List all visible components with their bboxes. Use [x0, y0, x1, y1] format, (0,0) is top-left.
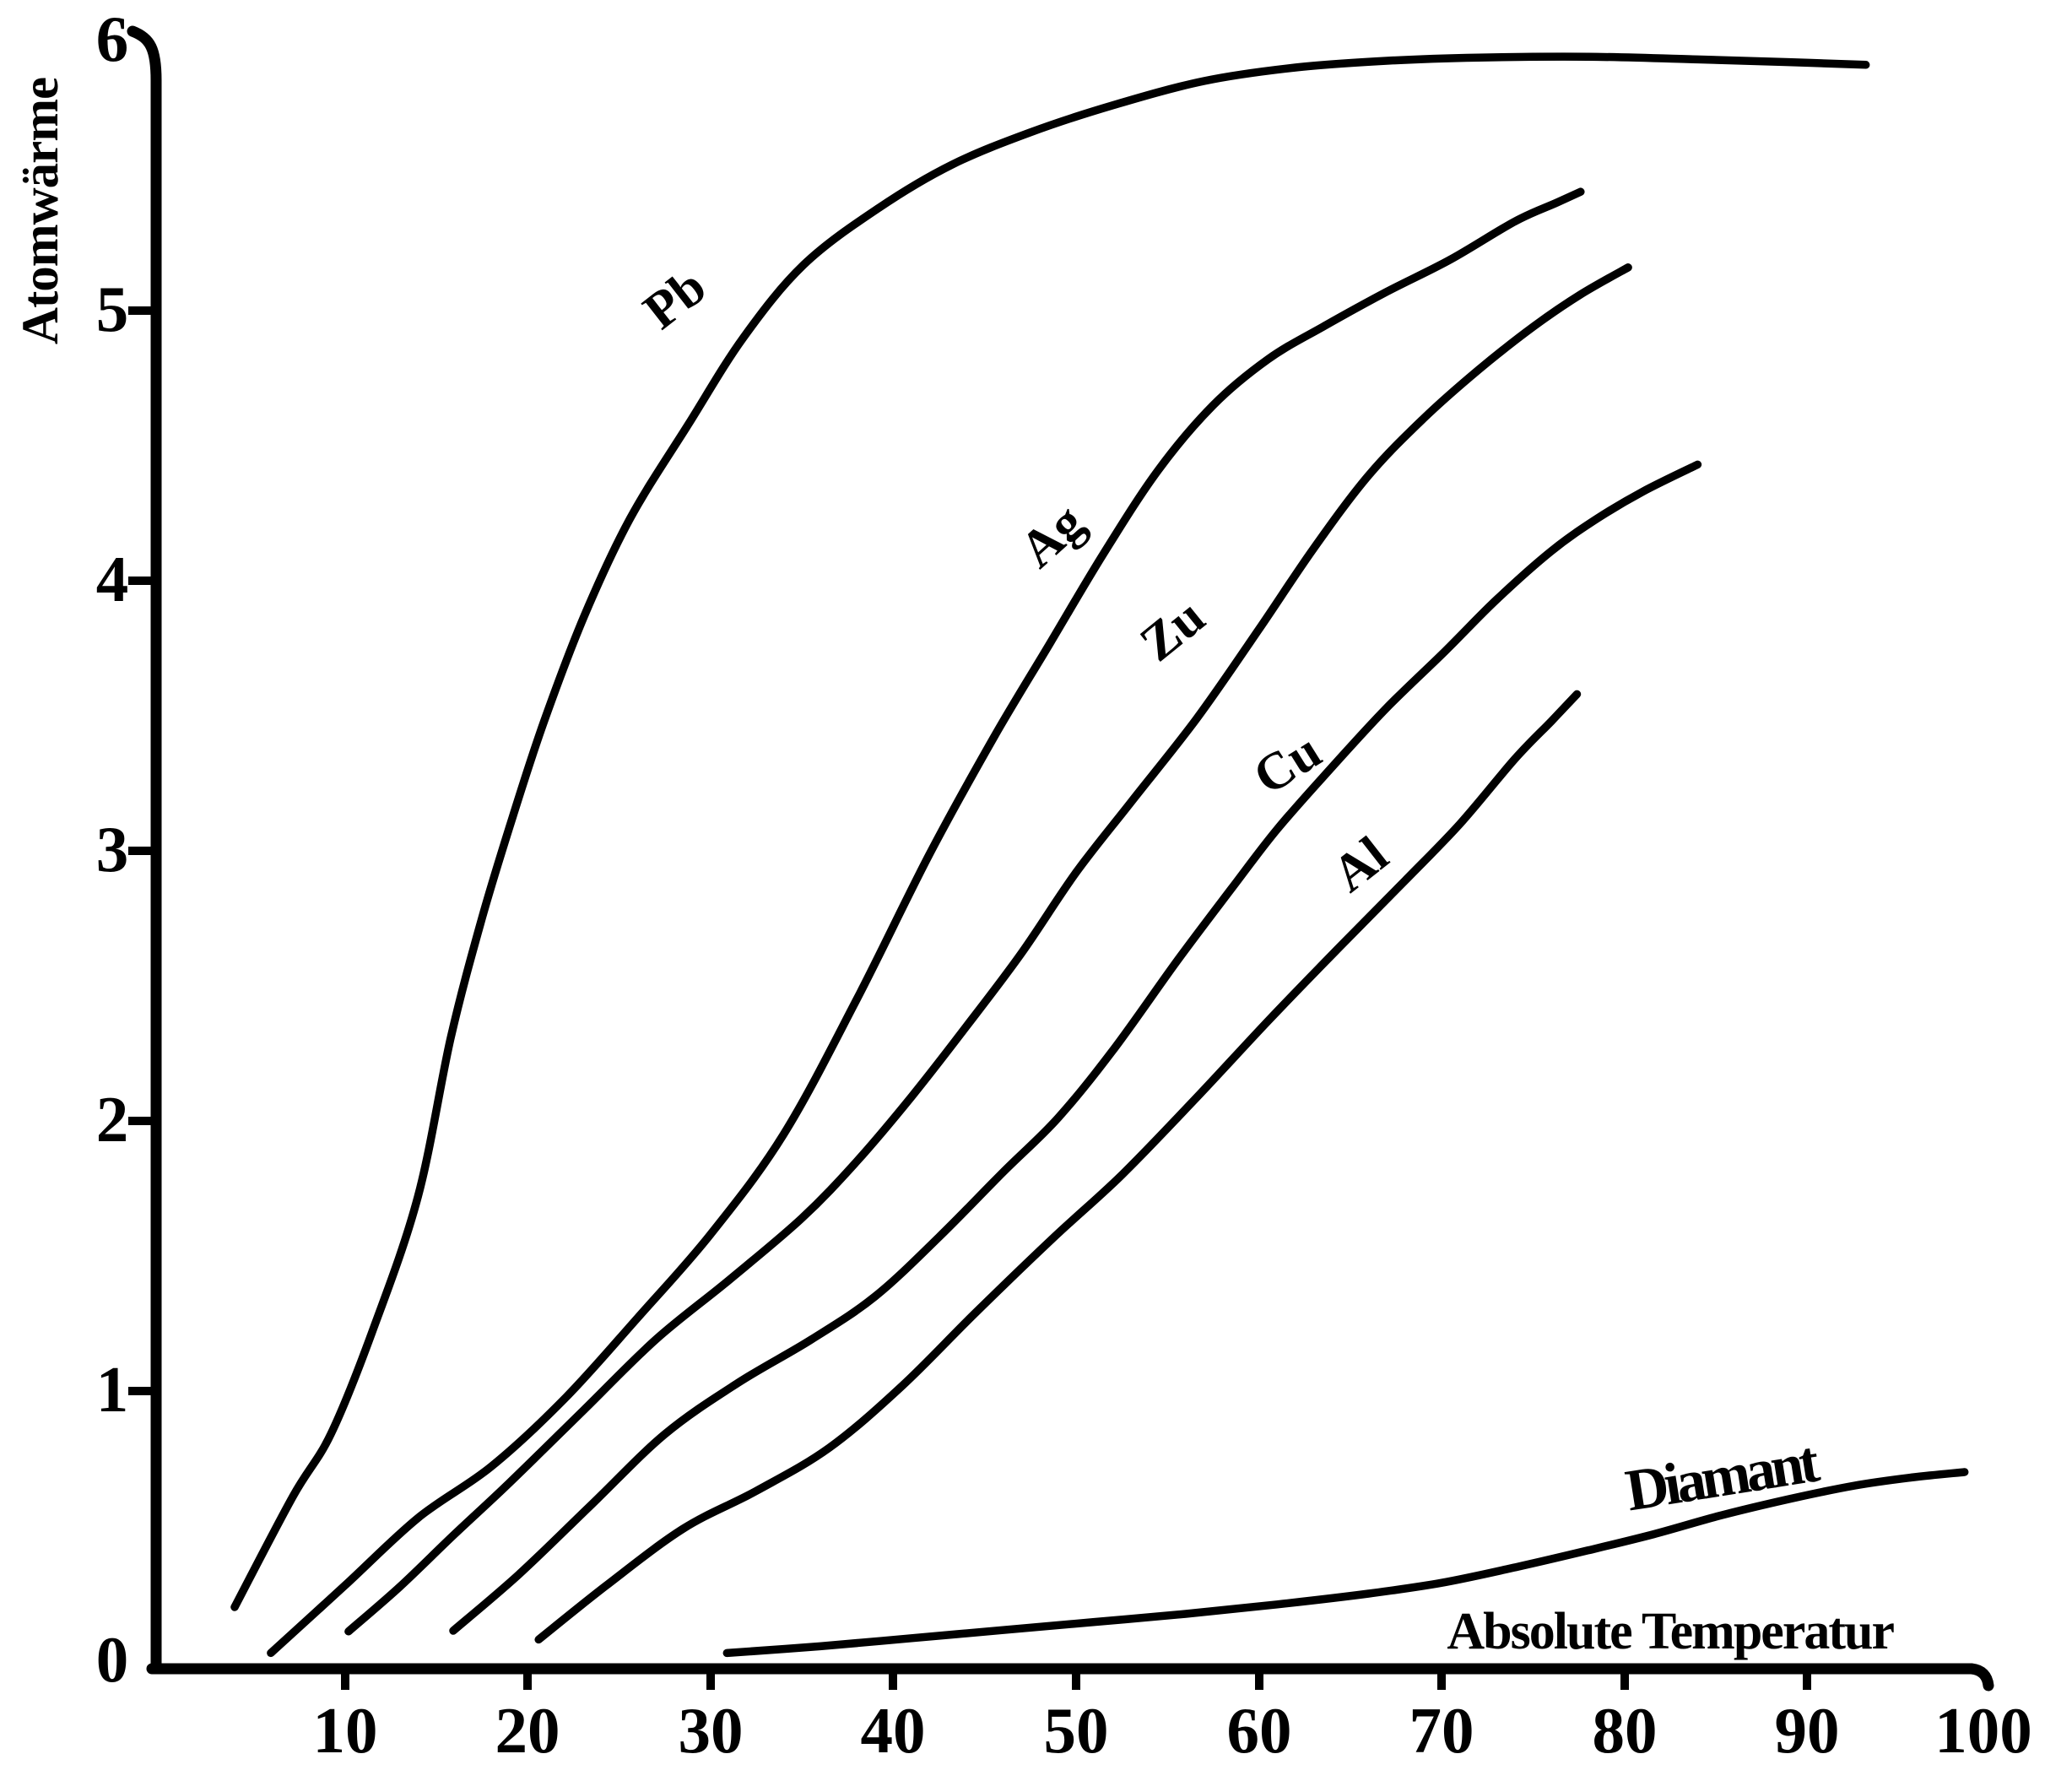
svg-text:4: 4: [96, 543, 129, 615]
svg-text:60: 60: [1227, 1694, 1292, 1767]
svg-text:Atomwärme: Atomwärme: [13, 78, 69, 344]
svg-text:80: 80: [1593, 1694, 1658, 1767]
svg-text:30: 30: [679, 1694, 744, 1767]
svg-text:40: 40: [861, 1694, 926, 1767]
svg-text:70: 70: [1409, 1694, 1474, 1767]
svg-text:90: 90: [1775, 1694, 1840, 1767]
svg-text:100: 100: [1934, 1694, 2032, 1767]
svg-text:1: 1: [96, 1353, 129, 1426]
svg-text:10: 10: [313, 1694, 378, 1767]
svg-text:2: 2: [96, 1083, 129, 1156]
svg-text:5: 5: [96, 273, 129, 345]
svg-text:6: 6: [96, 3, 129, 75]
svg-text:50: 50: [1044, 1694, 1109, 1767]
svg-text:20: 20: [495, 1694, 560, 1767]
svg-text:3: 3: [96, 813, 129, 885]
svg-text:0: 0: [96, 1623, 129, 1696]
svg-text:Absolute Temperatur: Absolute Temperatur: [1447, 1603, 1894, 1660]
